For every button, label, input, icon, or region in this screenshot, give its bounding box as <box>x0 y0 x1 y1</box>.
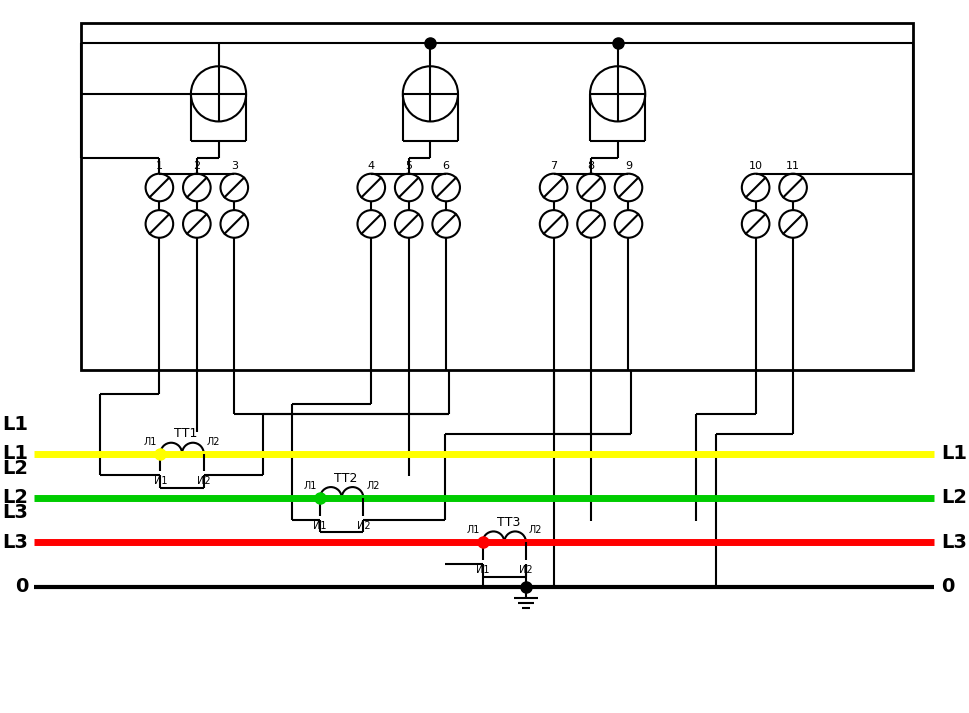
Text: Л1: Л1 <box>144 437 157 447</box>
Text: L1: L1 <box>2 444 28 463</box>
Text: 10: 10 <box>749 160 763 170</box>
Text: Л1: Л1 <box>466 525 480 535</box>
Text: 1: 1 <box>156 160 163 170</box>
Text: 11: 11 <box>786 160 800 170</box>
Text: И1: И1 <box>154 476 167 486</box>
Text: L3: L3 <box>3 533 28 552</box>
Text: ТТ3: ТТ3 <box>496 516 520 529</box>
Text: L3: L3 <box>941 533 967 552</box>
Text: 0: 0 <box>941 577 954 596</box>
Text: ТТ1: ТТ1 <box>174 427 198 441</box>
Text: И2: И2 <box>197 476 210 486</box>
Text: L3: L3 <box>3 503 28 522</box>
Text: L2: L2 <box>941 488 967 508</box>
Text: 2: 2 <box>193 160 201 170</box>
Text: L1: L1 <box>941 444 967 463</box>
Text: Л2: Л2 <box>366 481 380 491</box>
Text: 6: 6 <box>443 160 450 170</box>
Text: 7: 7 <box>550 160 557 170</box>
Text: L1: L1 <box>2 414 28 434</box>
Text: Л1: Л1 <box>303 481 317 491</box>
Text: 3: 3 <box>231 160 237 170</box>
Text: И2: И2 <box>519 565 533 575</box>
Text: 5: 5 <box>405 160 412 170</box>
Text: Л2: Л2 <box>206 437 220 447</box>
Text: ТТ2: ТТ2 <box>334 472 358 485</box>
Text: И1: И1 <box>313 520 327 530</box>
Text: И2: И2 <box>357 520 370 530</box>
Bar <box>80 23 914 370</box>
Text: 0: 0 <box>15 577 28 596</box>
Text: Л2: Л2 <box>529 525 543 535</box>
Text: L2: L2 <box>2 459 28 478</box>
Text: И1: И1 <box>476 565 489 575</box>
Text: 8: 8 <box>587 160 595 170</box>
Text: L2: L2 <box>2 488 28 508</box>
Text: 9: 9 <box>625 160 632 170</box>
Text: 4: 4 <box>367 160 375 170</box>
